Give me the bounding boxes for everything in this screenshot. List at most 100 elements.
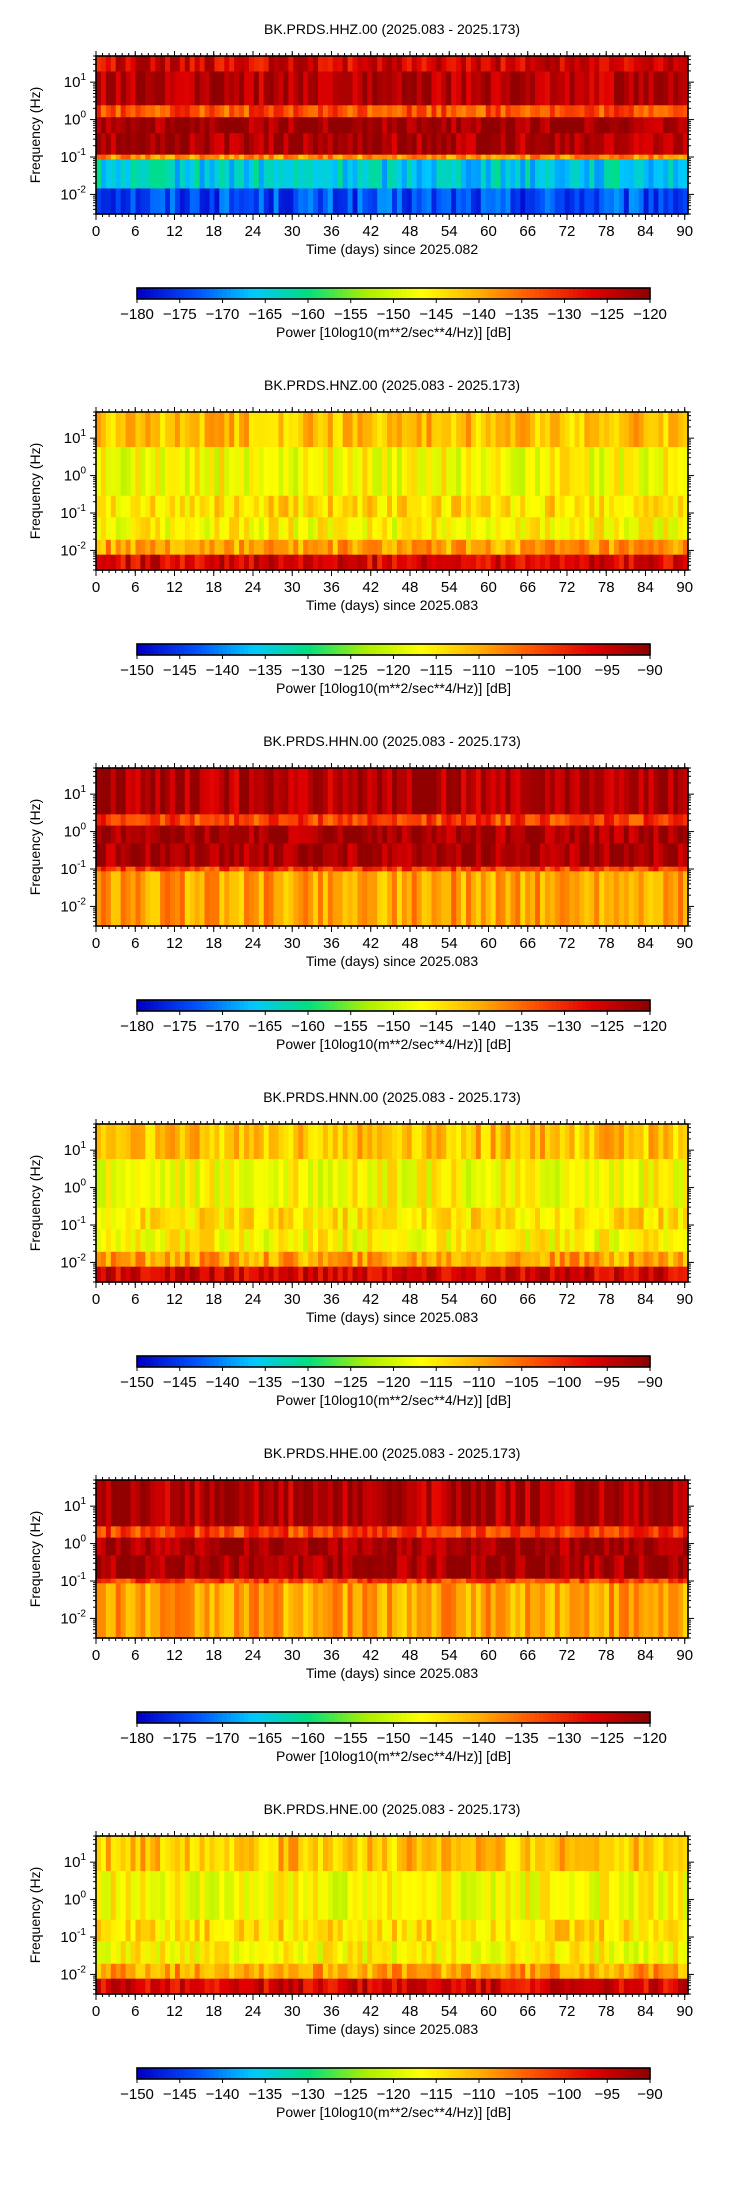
heatmap-cell xyxy=(584,539,590,555)
heatmap-cell xyxy=(643,104,650,118)
heatmap-cell xyxy=(199,866,206,872)
heatmap-cell xyxy=(313,866,319,872)
heatmap-cell xyxy=(342,842,349,867)
heatmap-cell xyxy=(253,187,260,215)
heatmap-cell xyxy=(160,768,166,815)
heatmap-cell xyxy=(520,412,526,448)
heatmap-cell xyxy=(313,768,319,815)
heatmap-cell xyxy=(500,187,507,215)
heatmap-cell xyxy=(466,70,472,106)
heatmap-cell xyxy=(322,516,329,540)
heatmap-cell xyxy=(322,56,329,72)
heatmap-cell xyxy=(165,412,171,448)
heatmap-cell xyxy=(540,768,546,815)
heatmap-cell xyxy=(140,539,146,555)
colorbar-tick-label: −95 xyxy=(595,662,620,679)
heatmap-cell xyxy=(189,813,196,826)
heatmap-cell xyxy=(614,554,620,571)
heatmap-cell xyxy=(234,768,240,815)
heatmap-cell xyxy=(110,866,117,872)
heatmap-cell xyxy=(332,768,339,815)
heatmap-cell xyxy=(515,866,521,872)
heatmap-cell xyxy=(466,56,472,72)
heatmap-cell xyxy=(490,539,497,555)
heatmap-cell xyxy=(658,187,664,215)
heatmap-cell xyxy=(263,56,270,72)
heatmap-cell xyxy=(589,1207,595,1230)
heatmap-cell xyxy=(392,187,398,215)
heatmap-cell xyxy=(125,1582,132,1639)
heatmap-cell xyxy=(303,132,309,155)
heatmap-cell xyxy=(337,70,344,106)
heatmap-cell xyxy=(648,158,655,189)
heatmap-cell xyxy=(614,870,620,927)
heatmap-cell xyxy=(628,1251,635,1267)
heatmap-cell xyxy=(115,70,122,106)
colorbar-segment xyxy=(137,1356,142,1367)
heatmap-cell xyxy=(224,554,230,571)
heatmap-cell xyxy=(401,813,408,826)
heatmap-cell xyxy=(579,104,585,118)
heatmap-cell xyxy=(367,1207,373,1230)
colorbar-segment xyxy=(470,288,476,299)
colorbar-segment xyxy=(504,1000,510,1011)
heatmap-cell xyxy=(520,813,526,826)
colorbar-segment xyxy=(137,288,142,299)
colorbar-segment xyxy=(564,1356,570,1367)
heatmap-cell xyxy=(426,554,433,571)
colorbar-segment xyxy=(637,644,643,655)
heatmap-cell xyxy=(372,824,378,844)
heatmap-cell xyxy=(401,446,408,496)
heatmap-cell xyxy=(115,56,122,72)
heatmap-cell xyxy=(268,1124,275,1160)
heatmap-cell xyxy=(609,554,615,571)
heatmap-cell xyxy=(155,412,161,448)
heatmap-cell xyxy=(466,842,472,867)
colorbar-segment xyxy=(436,644,442,655)
heatmap-cell xyxy=(451,412,457,448)
colorbar-segment xyxy=(444,1000,450,1011)
heatmap-cell xyxy=(377,842,383,867)
heatmap-cell xyxy=(638,116,645,134)
heatmap-cell xyxy=(387,842,393,867)
heatmap-cell xyxy=(574,158,581,189)
x-tick-label: 60 xyxy=(480,1291,497,1308)
heatmap-cell xyxy=(466,1207,472,1230)
heatmap-cell xyxy=(283,412,289,448)
colorbar-segment xyxy=(513,1356,519,1367)
heatmap-cell xyxy=(673,1266,679,1283)
heatmap-cell xyxy=(633,824,640,844)
colorbar-segment xyxy=(252,644,258,655)
heatmap-cell xyxy=(456,187,462,215)
colorbar-segment xyxy=(175,1356,181,1367)
heatmap-cell xyxy=(535,813,541,826)
heatmap-cell xyxy=(490,813,497,826)
heatmap-cell xyxy=(678,1251,684,1267)
heatmap-cell xyxy=(426,870,433,927)
heatmap-cell xyxy=(535,116,541,134)
heatmap-cell xyxy=(357,813,363,826)
heatmap-cell xyxy=(574,132,581,155)
heatmap-cell xyxy=(387,495,393,518)
colorbar-segment xyxy=(316,1000,322,1011)
heatmap-cell xyxy=(426,842,433,867)
heatmap-cell xyxy=(564,154,571,160)
heatmap-cell xyxy=(683,539,689,555)
heatmap-cell xyxy=(564,539,571,555)
heatmap-cell xyxy=(604,70,610,106)
heatmap-cell xyxy=(125,495,132,518)
heatmap-cell xyxy=(199,1251,206,1267)
heatmap-cell xyxy=(599,554,605,571)
heatmap-cell xyxy=(500,824,507,844)
heatmap-cell xyxy=(120,554,127,571)
heatmap-cell xyxy=(140,1228,146,1252)
heatmap-cell xyxy=(234,554,240,571)
heatmap-cell xyxy=(505,446,511,496)
heatmap-cell xyxy=(372,1158,378,1208)
x-axis-label: Time (days) since 2025.083 xyxy=(306,953,478,969)
heatmap-cell xyxy=(470,866,477,872)
y-tick-label: 101 xyxy=(64,428,87,447)
colorbar-segment xyxy=(333,1000,339,1011)
heatmap-cell xyxy=(451,1228,457,1252)
heatmap-cell xyxy=(559,158,566,189)
